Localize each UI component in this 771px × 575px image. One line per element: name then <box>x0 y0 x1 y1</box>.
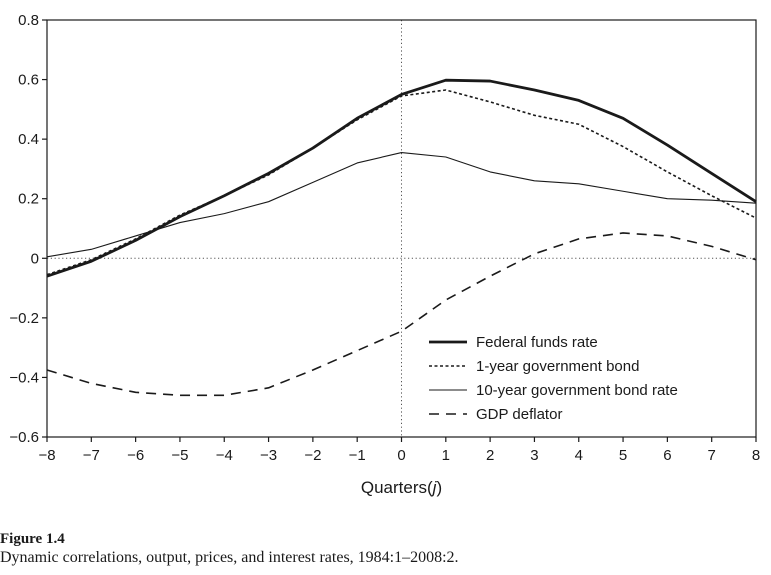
series-line-4 <box>46 232 757 397</box>
x-tick-label: −5 <box>171 447 188 464</box>
y-tick-label: −0.2 <box>9 310 39 327</box>
y-tick-label: 0.6 <box>18 72 39 89</box>
x-tick-label: −3 <box>260 447 277 464</box>
x-tick-label: 4 <box>575 447 583 464</box>
x-tick-label: 6 <box>663 447 671 464</box>
legend-label-3: 10-year government bond rate <box>476 382 678 399</box>
x-axis-title-part: ) <box>436 478 442 497</box>
x-tick-label: 7 <box>708 447 716 464</box>
x-tick-label: −7 <box>83 447 100 464</box>
x-tick-label: 5 <box>619 447 627 464</box>
x-tick-label: −4 <box>216 447 233 464</box>
y-tick-label: 0.4 <box>18 131 39 148</box>
series-line-3 <box>46 152 757 258</box>
legend-label-4: GDP deflator <box>476 406 562 423</box>
x-tick-label: 8 <box>752 447 760 464</box>
legend-label-1: Federal funds rate <box>476 334 598 351</box>
x-tick-label: 0 <box>397 447 405 464</box>
x-tick-label: 2 <box>486 447 494 464</box>
x-tick-label: −2 <box>304 447 321 464</box>
x-tick-label: −8 <box>38 447 55 464</box>
x-tick-label: −6 <box>127 447 144 464</box>
series-lines <box>46 78 757 397</box>
chart: −0.6 −0.4 −0.2 0 0.2 0.4 0.6 0.8 −8 −7 −6 −5 −4 −3 −2… <box>9 12 760 497</box>
x-axis-ticks: −8 −7 −6 −5 −4 −3 −2 −1 0 1 2 3 4 5 6 7 8 <box>38 437 760 464</box>
reference-lines <box>47 20 756 437</box>
figure-label: Figure 1.4 <box>0 531 65 547</box>
x-axis-title: Quarters(j) <box>361 478 442 497</box>
x-tick-label: 1 <box>442 447 450 464</box>
x-axis-title-part: j <box>431 478 438 497</box>
y-tick-label: 0.2 <box>18 191 39 208</box>
series-line-1 <box>46 78 757 278</box>
y-axis-ticks: −0.6 −0.4 −0.2 0 0.2 0.4 0.6 0.8 <box>9 12 47 446</box>
x-tick-label: −1 <box>349 447 366 464</box>
legend-label-2: 1-year government bond <box>476 358 639 375</box>
series-line-2 <box>46 89 757 276</box>
y-tick-label: −0.4 <box>9 369 39 386</box>
legend: Federal funds rate 1-year government bond… <box>429 334 678 423</box>
y-tick-label: −0.6 <box>9 429 39 446</box>
y-tick-label: 0 <box>31 250 39 267</box>
figure-caption: Dynamic correlations, output, prices, an… <box>0 549 459 566</box>
x-axis-title-part: Quarters( <box>361 478 433 497</box>
x-tick-label: 3 <box>530 447 538 464</box>
y-tick-label: 0.8 <box>18 12 39 29</box>
